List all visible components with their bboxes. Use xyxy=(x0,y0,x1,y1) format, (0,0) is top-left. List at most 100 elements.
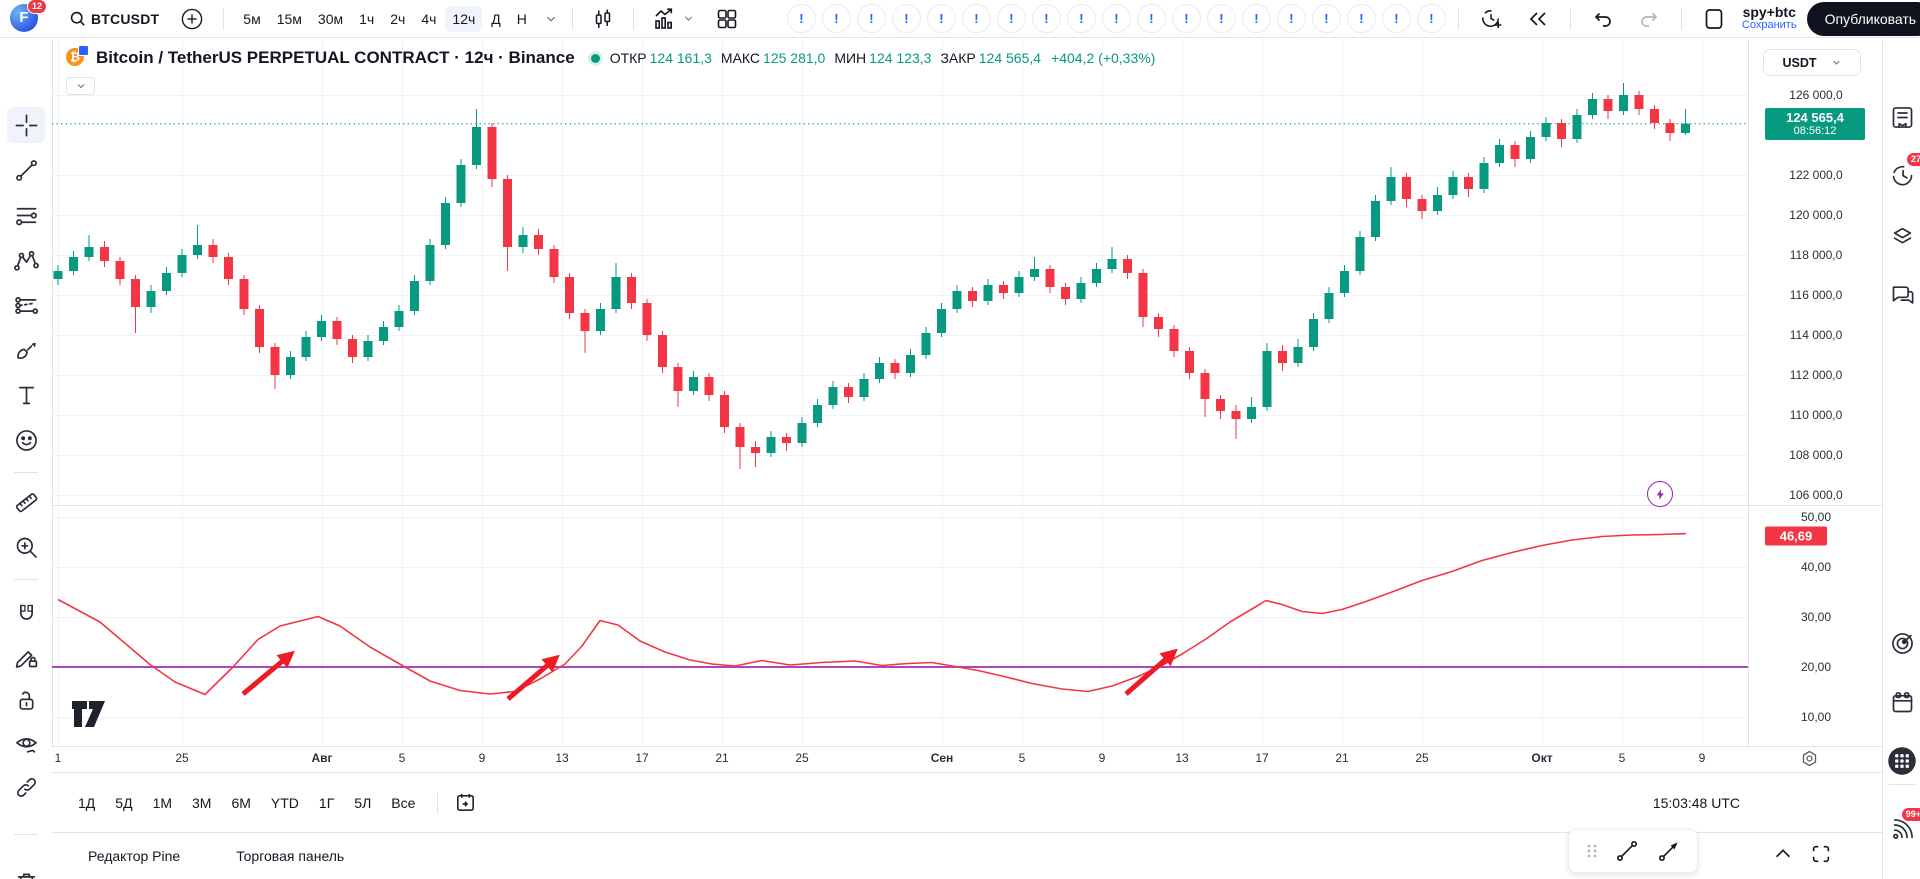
indicator-shortcut-placeholder[interactable]: ! xyxy=(1311,4,1341,33)
indicator-shortcut-placeholder[interactable]: ! xyxy=(821,4,851,33)
indicator-shortcut-placeholder[interactable]: ! xyxy=(1101,4,1131,33)
add-symbol-button[interactable] xyxy=(173,1,211,37)
range-3М[interactable]: 3М xyxy=(192,794,212,811)
indicator-shortcut-placeholder[interactable]: ! xyxy=(1066,4,1096,33)
indicator-shortcut-placeholder[interactable]: ! xyxy=(1031,4,1061,33)
save-layout-link[interactable]: Сохранить xyxy=(1741,19,1797,32)
chart-type-button[interactable] xyxy=(585,2,621,36)
currency-selector[interactable]: USDT xyxy=(1763,49,1861,76)
trend-line-tool[interactable] xyxy=(7,152,45,188)
timeframe-2ч[interactable]: 2ч xyxy=(390,10,406,27)
lock-tool[interactable] xyxy=(7,682,45,718)
sidebar-alerts-button[interactable]: 27 xyxy=(1886,152,1920,190)
brush-tool[interactable] xyxy=(7,332,45,368)
range-YTD[interactable]: YTD xyxy=(270,794,299,811)
indicator-shortcut-placeholder[interactable]: ! xyxy=(1241,4,1271,33)
indicator-shortcut-placeholder[interactable]: ! xyxy=(1346,4,1376,33)
indicators-button[interactable] xyxy=(646,1,701,37)
zoom-in-tool[interactable] xyxy=(7,529,45,565)
timeframe-1ч[interactable]: 1ч xyxy=(359,10,375,27)
bar-replay-button[interactable] xyxy=(1520,2,1556,36)
sidebar-object-tree-button[interactable] xyxy=(1886,220,1918,252)
ruler-tool[interactable] xyxy=(7,484,45,520)
layout-name-block[interactable]: spy+btc Сохранить xyxy=(1742,5,1797,31)
user-avatar[interactable]: F 12 xyxy=(10,0,47,34)
timeframe-Н[interactable]: Н xyxy=(516,10,527,27)
timeframe-12ч[interactable]: 12ч xyxy=(445,5,483,32)
undo-button[interactable] xyxy=(1585,2,1621,36)
range-1М[interactable]: 1М xyxy=(152,794,173,811)
hide-drawings-tool[interactable] xyxy=(7,726,45,762)
symbol-title[interactable]: Bitcoin / TetherUS PERPETUAL CONTRACT · … xyxy=(96,48,575,67)
crosshair-tool[interactable] xyxy=(7,107,45,143)
session-clock[interactable]: 15:03:48 UTC xyxy=(1652,794,1740,811)
range-1Д[interactable]: 1Д xyxy=(78,794,96,811)
forecast-tool[interactable] xyxy=(7,287,45,323)
trash-tool[interactable] xyxy=(7,864,45,879)
collapse-footer-button[interactable] xyxy=(1768,839,1798,869)
range-1Г[interactable]: 1Г xyxy=(318,794,335,811)
sidebar-apps-button[interactable] xyxy=(1886,745,1918,777)
pine-editor-tab[interactable]: Редактор Pine xyxy=(88,848,181,864)
arrow-line-icon[interactable] xyxy=(1656,838,1682,864)
range-5Л[interactable]: 5Л xyxy=(354,794,372,811)
chart-canvas[interactable] xyxy=(52,39,1748,746)
symbol-search-button[interactable]: BTCUSDT xyxy=(62,4,165,33)
indicator-shortcut-placeholder[interactable]: ! xyxy=(1136,4,1166,33)
range-5Д[interactable]: 5Д xyxy=(115,794,133,811)
time-tick: 17 xyxy=(635,751,649,765)
drawing-mode-tool[interactable] xyxy=(7,639,45,675)
horizontal-lines-tool[interactable] xyxy=(7,197,45,233)
pane-separator[interactable] xyxy=(52,505,1882,506)
indicator-shortcut-placeholder[interactable]: ! xyxy=(926,4,956,33)
layout-templates-button[interactable] xyxy=(709,2,745,36)
range-Все[interactable]: Все xyxy=(391,794,416,811)
ohlc-value: 124 161,3 xyxy=(649,50,712,66)
magnet-tool[interactable] xyxy=(7,596,45,632)
indicator-shortcut-placeholder[interactable]: ! xyxy=(1206,4,1236,33)
time-scale[interactable]: 1 25 Авг 5 9 13 17 21 25 Сен 5 9 13 17 21 25 Окт 5 9 xyxy=(52,746,1882,772)
sidebar-chat-button[interactable] xyxy=(1886,278,1918,310)
go-to-date-button[interactable] xyxy=(448,786,483,819)
indicator-shortcut-placeholder[interactable]: ! xyxy=(786,4,816,33)
trading-panel-tab[interactable]: Торговая панель xyxy=(236,848,345,864)
timeframe-dropdown[interactable] xyxy=(542,7,560,31)
drag-handle-icon[interactable] xyxy=(1585,842,1599,860)
legend-collapse-button[interactable] xyxy=(66,77,95,95)
object-tree-icon xyxy=(1893,227,1911,244)
create-alert-button[interactable] xyxy=(1473,1,1510,36)
fullscreen-button[interactable] xyxy=(1806,839,1836,869)
boost-flash-button[interactable] xyxy=(1647,481,1673,507)
indicator-shortcut-placeholder[interactable]: ! xyxy=(856,4,886,33)
indicator-shortcut-placeholder[interactable]: ! xyxy=(891,4,921,33)
text-tool[interactable] xyxy=(7,377,45,413)
xabcd-pattern-tool[interactable] xyxy=(7,242,45,278)
timeframe-5м[interactable]: 5м xyxy=(243,10,261,27)
link-drawings-tool[interactable] xyxy=(7,769,45,805)
timeframe-4ч[interactable]: 4ч xyxy=(421,10,437,27)
sidebar-help-button[interactable] xyxy=(1886,873,1918,879)
publish-button[interactable]: Опубликовать xyxy=(1806,1,1920,36)
trend-line-icon[interactable] xyxy=(1614,838,1640,864)
indicator-shortcut-placeholder[interactable]: ! xyxy=(1416,4,1446,33)
market-status-dot[interactable] xyxy=(590,53,600,63)
price-scale[interactable]: USDT 124 565,4 08:56:12 46,69 126 000,0 1… xyxy=(1748,39,1883,772)
range-6М[interactable]: 6М xyxy=(231,794,251,811)
sidebar-calendar-button[interactable] xyxy=(1886,686,1918,718)
sidebar-watchlist-button[interactable] xyxy=(1886,101,1918,133)
sidebar-news-button[interactable]: 99+ xyxy=(1886,807,1920,845)
floating-drawing-bar[interactable] xyxy=(1568,829,1698,873)
indicator-shortcut-placeholder[interactable]: ! xyxy=(1381,4,1411,33)
indicator-shortcut-placeholder[interactable]: ! xyxy=(961,4,991,33)
indicator-shortcut-placeholder[interactable]: ! xyxy=(996,4,1026,33)
sidebar-screener-button[interactable] xyxy=(1886,627,1918,659)
select-layout-button[interactable] xyxy=(1696,2,1732,36)
timeframe-30м[interactable]: 30м xyxy=(317,10,344,27)
scale-settings-button[interactable] xyxy=(1800,749,1819,768)
indicator-shortcut-placeholder[interactable]: ! xyxy=(1276,4,1306,33)
timeframe-Д[interactable]: Д xyxy=(491,10,501,27)
indicator-shortcut-placeholder[interactable]: ! xyxy=(1171,4,1201,33)
timeframe-15м[interactable]: 15м xyxy=(276,10,302,27)
emoji-tool[interactable] xyxy=(7,422,45,458)
redo-button[interactable] xyxy=(1631,2,1667,36)
